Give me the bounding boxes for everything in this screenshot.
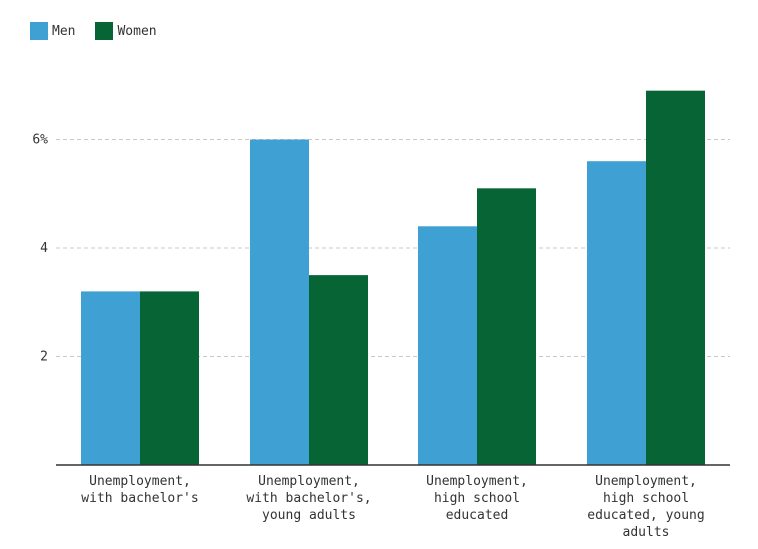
bar-men: [250, 139, 309, 465]
bar-men: [418, 226, 477, 465]
x-category-label-line: Unemployment,: [258, 474, 360, 489]
bar-women: [309, 275, 368, 465]
x-category-label-line: Unemployment,: [89, 474, 191, 489]
x-category-label: Unemployment, high school educated: [426, 474, 528, 523]
x-category-label-line: with bachelor's,: [246, 491, 371, 506]
x-category-label: Unemployment, with bachelor's, young adult…: [246, 474, 371, 523]
bar-women: [646, 90, 705, 466]
x-category-label-line: Unemployment,: [426, 474, 528, 489]
bar-women: [477, 188, 536, 465]
x-category-label-line: adults: [623, 525, 670, 540]
x-category-label-line: educated, young: [587, 508, 704, 523]
x-category-label-line: Unemployment,: [595, 474, 697, 489]
x-category-label: Unemployment, high school educated, young a…: [587, 474, 704, 540]
legend-item-women: Women: [95, 22, 157, 40]
legend-item-men: Men: [30, 22, 75, 40]
bar-men: [587, 161, 646, 465]
y-tick-label: 2: [40, 350, 48, 365]
legend: Men Women: [30, 22, 177, 40]
x-category-label-line: young adults: [262, 508, 356, 523]
legend-label-women: Women: [117, 23, 157, 39]
bar-women: [140, 291, 199, 465]
x-category-label-line: educated: [446, 508, 509, 523]
legend-label-men: Men: [52, 23, 76, 39]
y-tick-label: 4: [40, 241, 48, 256]
legend-swatch-women: [95, 22, 114, 40]
bar-men: [81, 291, 140, 465]
y-tick-label: 6%: [32, 133, 48, 148]
x-category-label-line: with bachelor's: [81, 491, 198, 506]
x-category-label-line: high school: [434, 491, 520, 506]
x-category-label: Unemployment, with bachelor's: [81, 474, 198, 506]
legend-swatch-men: [30, 22, 48, 40]
x-category-label-line: high school: [603, 491, 689, 506]
